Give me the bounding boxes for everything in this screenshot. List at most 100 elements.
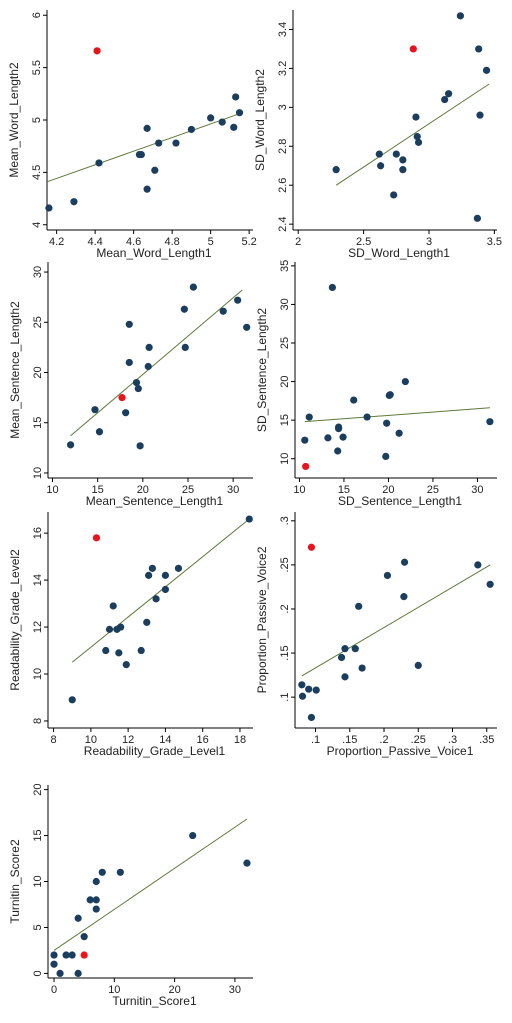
data-point <box>125 320 133 328</box>
data-point <box>305 685 313 693</box>
data-point <box>486 418 494 426</box>
y-tick-label: 35 <box>279 260 291 272</box>
data-point <box>377 162 385 170</box>
y-tick-label: 10 <box>279 453 291 465</box>
y-tick-label: 14 <box>32 574 44 586</box>
data-point <box>74 914 82 922</box>
data-point <box>105 625 114 633</box>
fit-line <box>70 289 243 437</box>
data-point <box>91 406 99 414</box>
x-tick-label: 2.5 <box>356 236 371 248</box>
data-point <box>68 951 76 959</box>
data-point <box>70 198 78 206</box>
y-tick-label: 20 <box>279 375 291 387</box>
data-point <box>155 139 163 147</box>
data-point <box>474 561 482 569</box>
data-point <box>401 377 409 386</box>
data-point <box>392 150 400 158</box>
fit-line <box>53 818 248 951</box>
y-axis-label: Readability_Grade_Level2 <box>8 549 22 691</box>
outlier-point <box>92 534 101 542</box>
x-tick-label: 30 <box>229 984 241 996</box>
data-point <box>143 185 151 193</box>
data-point <box>399 156 407 164</box>
x-tick-label: 15 <box>92 484 104 496</box>
data-point <box>143 618 151 626</box>
x-tick-label: 10 <box>108 984 120 996</box>
data-point <box>207 114 215 122</box>
x-axis-label: Mean_Sentence_Length1 <box>86 494 224 508</box>
x-tick-label: .3 <box>448 734 457 746</box>
data-point <box>230 123 238 131</box>
data-point <box>117 623 125 631</box>
x-tick-label: 30 <box>471 484 483 496</box>
y-tick-label: 20 <box>32 366 44 378</box>
data-point <box>134 384 142 393</box>
y-tick-label: 15 <box>32 829 44 841</box>
data-point <box>136 442 144 450</box>
data-point <box>132 378 141 387</box>
scatter-panel-4: 10 15 20 25 30 10 15 20 25 30 35 SD_Sentence_Length… <box>255 260 497 508</box>
data-point <box>50 951 58 959</box>
y-tick-label: 20 <box>32 783 44 795</box>
y-tick-label: 10 <box>32 668 44 680</box>
fit-line <box>46 113 240 183</box>
y-tick-label: 3 <box>277 104 289 110</box>
outlier-point <box>118 394 126 402</box>
outlier-point <box>302 462 310 471</box>
y-tick-label: 6 <box>31 12 43 18</box>
data-point <box>475 45 483 53</box>
data-point <box>243 859 251 867</box>
data-point <box>363 413 371 421</box>
data-point <box>66 441 75 449</box>
x-tick-label: 5 <box>208 236 214 248</box>
data-point <box>95 159 103 167</box>
data-point <box>137 150 145 159</box>
x-tick-label: 25 <box>427 484 439 496</box>
data-point <box>441 95 449 104</box>
scatter-panel-7: 0 10 20 3005101520Turnitin_Score1Turnitin_S… <box>8 783 253 1008</box>
data-point <box>74 969 82 978</box>
y-tick-label: 5 <box>31 117 43 123</box>
data-point <box>187 125 195 134</box>
outlier-point <box>409 45 417 53</box>
data-point <box>312 686 320 694</box>
x-tick-label: 18 <box>234 734 246 746</box>
outlier-point <box>93 47 101 55</box>
data-point <box>351 645 359 653</box>
data-point <box>145 571 153 579</box>
x-tick-label: .25 <box>411 734 426 746</box>
data-point <box>332 166 340 174</box>
x-tick-label: 16 <box>197 734 209 746</box>
data-point <box>341 673 349 681</box>
data-point <box>68 696 76 704</box>
data-point <box>400 558 409 566</box>
data-point <box>414 661 422 670</box>
data-point <box>298 681 306 689</box>
y-tick-label: 10 <box>32 467 44 479</box>
data-point <box>383 571 392 580</box>
data-point <box>414 138 423 146</box>
fit-line <box>335 83 490 186</box>
x-tick-label: 14 <box>159 734 171 746</box>
y-tick-label: 30 <box>32 266 44 278</box>
data-point <box>109 602 117 610</box>
y-tick-label: 15 <box>32 417 44 429</box>
y-tick-label: 2.8 <box>277 139 289 154</box>
data-point <box>307 713 316 722</box>
data-point <box>45 204 53 212</box>
data-point <box>358 664 366 672</box>
data-point <box>473 214 481 222</box>
data-point <box>151 166 159 174</box>
data-point <box>341 645 349 653</box>
data-point <box>92 877 100 886</box>
data-point <box>334 447 342 455</box>
data-point <box>382 452 390 460</box>
scatter-panel-5: 8 10 12 14 16 18810121416Readability_Grade_Le… <box>8 512 253 758</box>
data-point <box>412 113 420 121</box>
y-tick-label: 15 <box>279 414 291 426</box>
data-point <box>143 124 151 132</box>
data-point <box>80 933 88 941</box>
y-axis-label: Mean_Word_Length2 <box>7 62 21 178</box>
